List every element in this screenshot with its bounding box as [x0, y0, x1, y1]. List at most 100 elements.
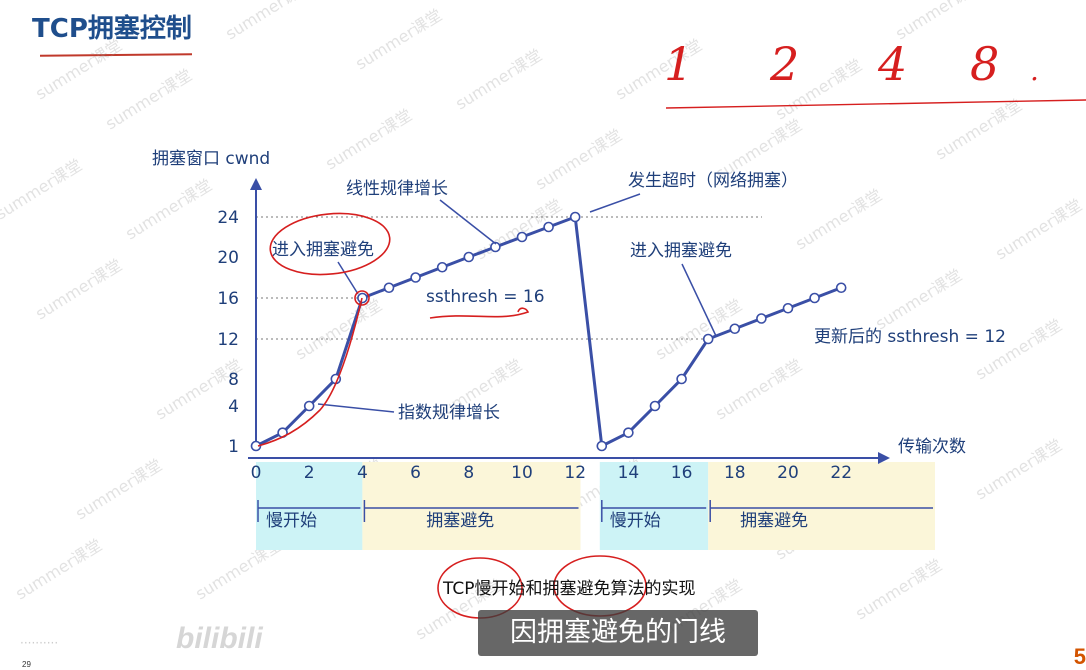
handwritten-digit: 4	[877, 37, 907, 91]
annotation-exp-growth: 指数规律增长	[398, 403, 500, 423]
watermark: summer课堂	[972, 315, 1065, 383]
cwnd-point	[569, 211, 581, 223]
cwnd-point	[702, 333, 714, 345]
annotation-enter-ca-2: 进入拥塞避免	[630, 241, 732, 261]
y-tick-label: 1	[228, 437, 239, 457]
phase-band	[599, 462, 709, 550]
cwnd-point	[729, 323, 741, 335]
cwnd-point	[436, 261, 448, 273]
cwnd-point	[303, 400, 315, 412]
underline-ssthresh	[429, 307, 530, 319]
y-axis-label: 拥塞窗口 cwnd	[152, 149, 270, 169]
watermark: summer课堂	[712, 355, 805, 423]
phase-label: 慢开始	[266, 510, 317, 531]
cwnd-point	[490, 241, 501, 253]
cwnd-point	[596, 440, 608, 452]
y-tick-label: 12	[217, 330, 239, 350]
x-tick-label: 8	[463, 463, 474, 483]
cwnd-point	[357, 292, 368, 304]
watermark: summer课堂	[0, 155, 85, 223]
handwritten-digit: .	[1030, 54, 1039, 87]
handwritten-digit: 1	[664, 37, 693, 91]
watermark: summer课堂	[292, 295, 385, 363]
x-tick-label: 2	[304, 463, 315, 483]
phase-label: 拥塞避免	[740, 511, 808, 531]
bilibili-logo: bilibili	[176, 622, 263, 655]
cwnd-point	[649, 400, 661, 412]
circle-ssthresh-point	[354, 290, 370, 306]
handwritten-digit: 2	[769, 37, 799, 91]
x-tick-label: 4	[357, 463, 368, 483]
watermark: summer课堂	[792, 185, 885, 253]
watermark: summer课堂	[322, 105, 415, 173]
x-tick-label: 16	[671, 463, 693, 483]
y-tick-labels: 1 4 8 12 16 20 24	[217, 208, 239, 457]
annotation-enter-ca-1-leader	[337, 261, 359, 295]
x-tick-label: 12	[564, 463, 586, 483]
x-tick-label: 20	[777, 463, 799, 483]
annotation-enter-ca-1: 进入拥塞避免	[272, 240, 374, 260]
watermark: summer课堂	[102, 65, 195, 133]
phase-band	[708, 462, 935, 550]
x-tick-label: 22	[830, 463, 852, 483]
cwnd-point	[835, 282, 847, 294]
x-axis-label: 传输次数	[898, 437, 966, 457]
x-tick-label: 14	[618, 463, 640, 483]
annotation-linear-growth: 线性规律增长	[346, 179, 448, 199]
cwnd-point	[383, 282, 395, 294]
ssthresh-reference-lines	[256, 216, 762, 340]
watermark: summer课堂	[932, 95, 1025, 163]
y-tick-label: 24	[217, 208, 239, 228]
y-tick-label: 16	[217, 289, 239, 309]
watermark: summer课堂	[972, 435, 1065, 503]
uploader-tag: ··········	[20, 636, 59, 650]
cwnd-point	[463, 251, 475, 263]
y-tick-label: 8	[228, 370, 239, 390]
phase-bands: 慢开始 拥塞避免 慢开始 拥塞避免	[256, 462, 935, 550]
x-tick-label: 0	[251, 463, 262, 483]
watermark: summer课堂	[532, 125, 625, 193]
x-tick-labels: 0 2 4 6 8 10 12 14 16 18 20 22	[251, 463, 852, 483]
phase-label: 慢开始	[610, 510, 661, 531]
annotation-timeout: 发生超时（网络拥塞）	[628, 171, 798, 191]
watermark: summer课堂	[872, 265, 965, 333]
cwnd-point	[516, 231, 528, 243]
x-tick-label: 6	[410, 463, 421, 483]
annotation-enter-ca-2-leader	[681, 263, 717, 337]
annotation-timeout-leader	[589, 193, 641, 213]
cwnd-point	[756, 313, 767, 324]
cwnd-point	[543, 221, 554, 233]
annotation-linear-growth-leader	[439, 199, 497, 245]
watermark: summer课堂	[122, 175, 215, 243]
watermark: summer课堂	[32, 35, 125, 103]
cwnd-point	[782, 302, 794, 314]
x-tick-label: 18	[724, 463, 746, 483]
watermark: summer课堂	[852, 555, 945, 623]
y-tick-label: 20	[217, 248, 239, 268]
watermark: summer课堂	[992, 195, 1085, 263]
annotation-exp-growth-leader	[317, 403, 395, 413]
page-number: 29	[22, 660, 31, 669]
corner-mark: 5	[1073, 644, 1086, 669]
cwnd-point	[623, 427, 634, 438]
handwriting-line	[665, 99, 1086, 109]
watermark: summer课堂	[452, 45, 545, 113]
trace-exp-curve	[257, 297, 363, 447]
handwritten-digit: 8	[970, 37, 999, 91]
cwnd-point	[676, 373, 687, 385]
video-subtitle: 因拥塞避免的门线	[478, 610, 758, 656]
circle-enter-ca	[269, 212, 391, 276]
x-tick-label: 10	[511, 463, 533, 483]
series-layer	[250, 211, 847, 452]
annotation-new-ssthresh: 更新后的 ssthresh = 12	[814, 327, 1006, 347]
watermark: summer课堂	[222, 0, 315, 43]
phase-band	[256, 462, 363, 550]
y-tick-label: 4	[228, 397, 239, 417]
annotation-ssthresh-16: ssthresh = 16	[426, 287, 545, 307]
watermark: summer课堂	[72, 455, 165, 523]
phase-band	[362, 462, 581, 550]
watermark: summer课堂	[12, 535, 105, 603]
figure-caption: TCP慢开始和拥塞避免算法的实现	[443, 579, 696, 599]
handwritten-sequence: 1 2 4 8.	[664, 37, 1039, 91]
